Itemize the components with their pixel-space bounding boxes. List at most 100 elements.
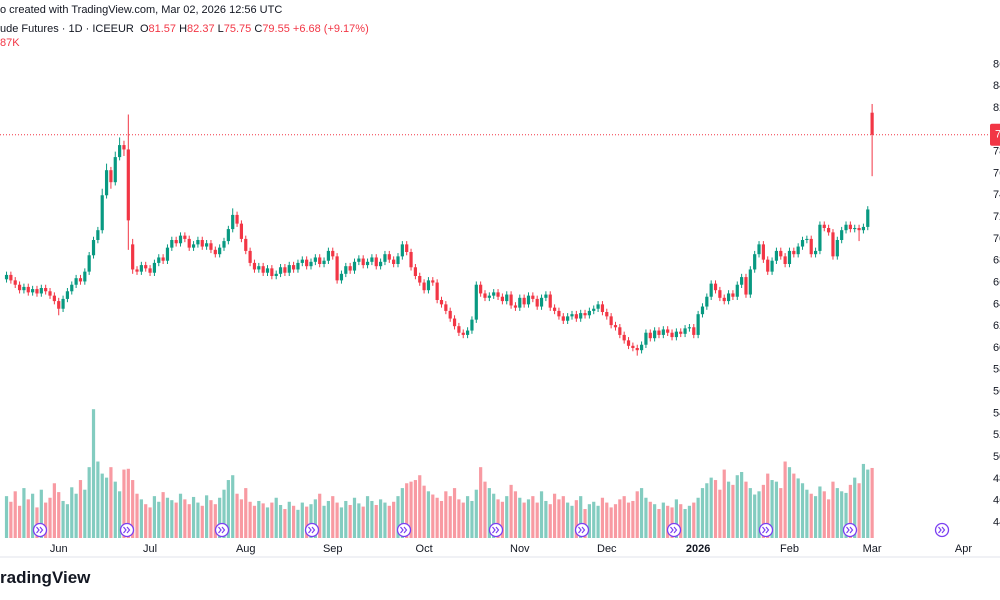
candle-body <box>687 327 692 329</box>
candle-body <box>783 256 787 264</box>
y-tick-label: 70 <box>993 233 1000 245</box>
volume-bar <box>431 494 435 538</box>
candle-body <box>131 244 135 270</box>
volume-bar <box>518 497 522 538</box>
volume-bar <box>205 495 209 538</box>
volume-bar <box>235 493 239 538</box>
candle-body <box>866 209 870 227</box>
volume-bar <box>74 493 78 538</box>
last-price-box <box>990 123 1000 146</box>
volume-bar <box>161 492 165 538</box>
volume-bar <box>618 499 622 538</box>
volume-bar <box>48 497 52 538</box>
candle-body <box>278 267 283 274</box>
candle-body <box>48 291 52 296</box>
volume-bar <box>139 499 143 538</box>
volume-bar <box>853 477 857 538</box>
candle-body <box>318 257 322 264</box>
candle-body <box>605 312 609 317</box>
candle-body <box>91 240 96 256</box>
volume-bar <box>735 475 739 538</box>
candle-body <box>631 345 635 348</box>
candle-body <box>526 295 531 305</box>
volume-bar <box>648 501 652 538</box>
volume-bar <box>196 502 200 538</box>
volume-bar <box>418 475 422 538</box>
volume-bar <box>631 500 635 538</box>
candle-body <box>122 145 126 150</box>
volume-bar <box>848 484 852 538</box>
volume-bar <box>626 502 631 538</box>
volume-bar <box>666 505 670 538</box>
candle-body <box>322 260 326 264</box>
candle-body <box>766 259 770 272</box>
volume-bar <box>770 480 774 538</box>
volume-bar <box>713 480 718 538</box>
y-tick-label: 68 <box>993 255 1000 267</box>
y-tick-label: 54 <box>993 407 1000 419</box>
volume-bar <box>592 501 596 538</box>
candle-body <box>500 296 504 302</box>
candle-body <box>479 284 483 294</box>
event-icon <box>934 522 950 538</box>
candle-body <box>713 283 718 291</box>
volume-bar <box>152 496 157 538</box>
volume-bar <box>861 463 866 538</box>
volume-bar <box>474 489 478 538</box>
candle-body <box>740 277 744 285</box>
candle-body <box>822 224 826 228</box>
volume-bar <box>87 467 91 538</box>
volume-bar <box>783 461 787 538</box>
volume-bar <box>796 478 800 538</box>
volume-bar <box>61 500 65 538</box>
candle-body <box>235 214 239 224</box>
x-tick-label: Feb <box>780 543 799 555</box>
volume-bar <box>566 502 570 538</box>
candle-body <box>174 240 178 244</box>
volume-bar <box>213 504 217 538</box>
volume-bar <box>287 501 291 538</box>
candle-body <box>374 257 378 267</box>
candle-body <box>557 310 561 317</box>
candle-body <box>339 273 344 281</box>
candle-body <box>487 295 491 298</box>
candle-body <box>857 228 861 231</box>
candle-body <box>722 297 726 302</box>
volume-bar <box>687 505 692 538</box>
candle-body <box>531 295 535 299</box>
y-tick-label: 76 <box>993 167 1000 179</box>
volume-bar <box>13 491 17 538</box>
event-icon-arrow <box>762 526 770 534</box>
volume-bar <box>170 500 174 538</box>
event-icon-arrow <box>36 526 44 534</box>
candle-body <box>522 297 526 305</box>
candle-body <box>648 332 652 339</box>
y-tick-label: 56 <box>993 386 1000 398</box>
candle-body <box>239 223 244 239</box>
event-icon-arrow <box>400 526 408 534</box>
ohlc-value: 79.55 <box>262 23 290 35</box>
candle-body <box>679 331 683 334</box>
candle-body <box>139 265 143 272</box>
candle-body <box>283 267 287 273</box>
candle-body <box>270 268 274 276</box>
x-tick-label: Nov <box>510 543 530 555</box>
candle-body <box>592 308 596 311</box>
volume-bar <box>239 499 244 538</box>
volume-bar <box>104 477 109 538</box>
volume-bar <box>539 491 544 538</box>
last-price-label: 79.55 <box>995 129 1000 141</box>
volume-bar <box>509 484 513 538</box>
candle-body <box>831 232 835 257</box>
volume-bar <box>352 497 357 538</box>
volume-bar <box>579 496 583 538</box>
candle-body <box>196 240 200 245</box>
volume-bar <box>657 509 661 538</box>
volume-bar <box>487 488 491 538</box>
volume-bar <box>835 488 839 538</box>
volume-bar <box>413 480 417 538</box>
candle-body <box>218 247 222 255</box>
volume-bar <box>496 499 500 538</box>
candle-body <box>222 241 226 248</box>
